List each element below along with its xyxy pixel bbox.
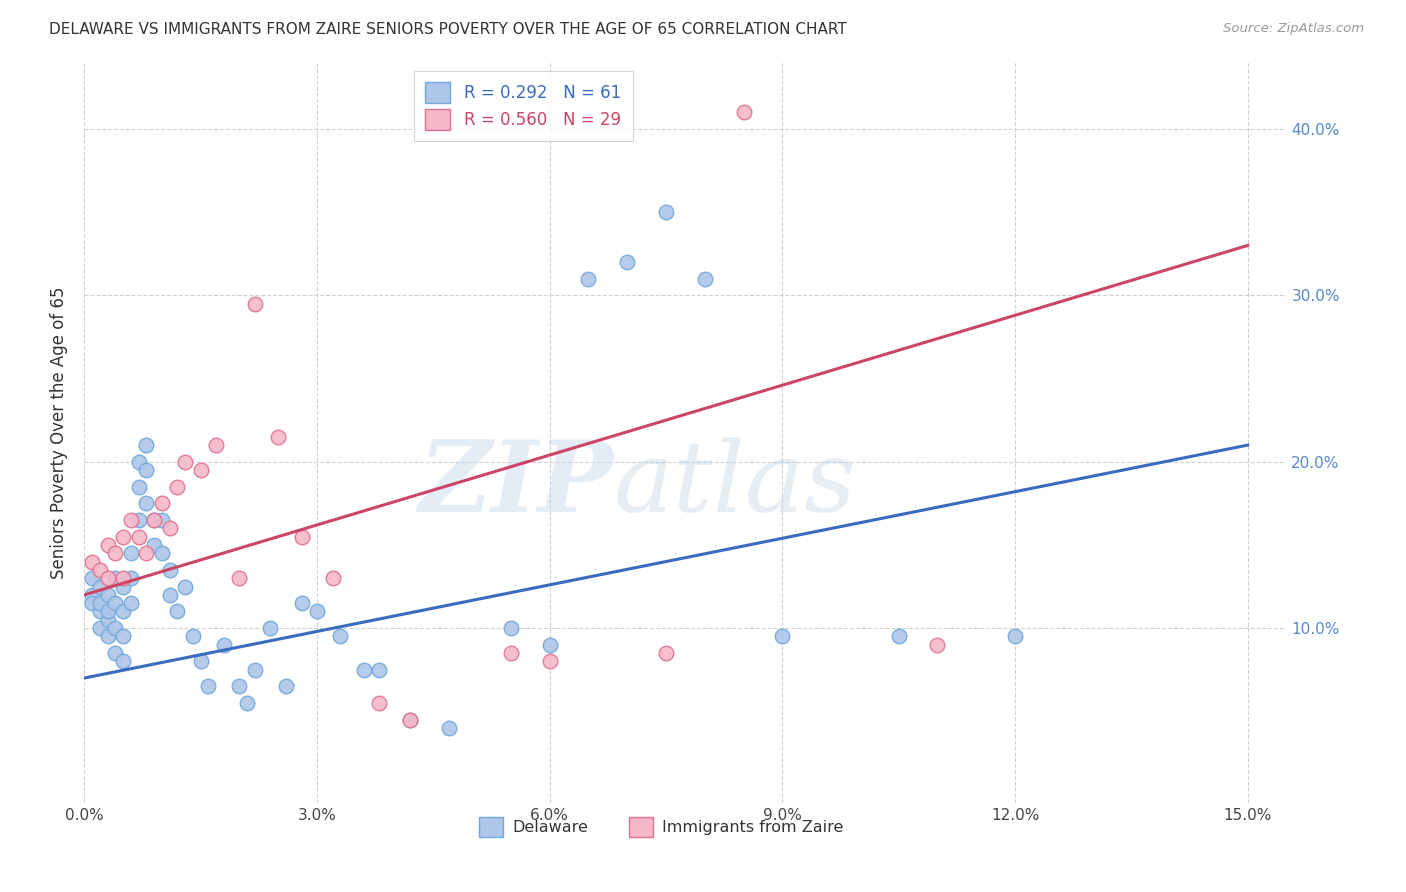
Point <box>190 463 212 477</box>
Point <box>174 580 197 594</box>
Point <box>97 538 120 552</box>
Point <box>205 438 228 452</box>
Point <box>166 605 188 619</box>
Point <box>1004 629 1026 643</box>
Point <box>243 663 266 677</box>
Point <box>128 455 150 469</box>
Point <box>143 538 166 552</box>
Point <box>112 654 135 668</box>
Point <box>174 455 197 469</box>
Point <box>120 513 142 527</box>
Point <box>368 663 391 677</box>
Point <box>128 480 150 494</box>
Text: DELAWARE VS IMMIGRANTS FROM ZAIRE SENIORS POVERTY OVER THE AGE OF 65 CORRELATION: DELAWARE VS IMMIGRANTS FROM ZAIRE SENIOR… <box>49 22 846 37</box>
Point <box>322 571 344 585</box>
Point <box>82 571 104 585</box>
Point <box>120 571 142 585</box>
Point <box>655 646 678 660</box>
Point <box>104 546 127 560</box>
Point <box>887 629 910 643</box>
Point <box>399 713 422 727</box>
Point <box>290 596 312 610</box>
Text: Source: ZipAtlas.com: Source: ZipAtlas.com <box>1223 22 1364 36</box>
Point <box>135 496 157 510</box>
Point <box>97 629 120 643</box>
Point <box>259 621 281 635</box>
Point <box>135 546 157 560</box>
Point <box>104 621 127 635</box>
Point <box>499 621 522 635</box>
Point <box>112 571 135 585</box>
Point <box>135 438 157 452</box>
Point <box>128 513 150 527</box>
Point <box>274 679 297 693</box>
Point <box>82 588 104 602</box>
Point <box>927 638 949 652</box>
Point <box>267 430 290 444</box>
Point <box>150 496 173 510</box>
Point <box>353 663 375 677</box>
Point <box>89 580 111 594</box>
Point <box>97 605 120 619</box>
Point <box>143 513 166 527</box>
Point <box>135 463 157 477</box>
Point <box>89 621 111 635</box>
Point <box>82 555 104 569</box>
Point <box>538 638 561 652</box>
Point <box>89 563 111 577</box>
Point <box>190 654 212 668</box>
Point <box>243 296 266 310</box>
Point <box>290 530 312 544</box>
Point <box>228 571 250 585</box>
Point <box>181 629 204 643</box>
Point <box>104 646 127 660</box>
Point <box>733 105 755 120</box>
Point <box>499 646 522 660</box>
Point <box>104 571 127 585</box>
Point <box>693 271 716 285</box>
Point <box>197 679 219 693</box>
Point <box>159 521 181 535</box>
Point <box>112 530 135 544</box>
Point <box>89 605 111 619</box>
Point <box>82 596 104 610</box>
Point <box>329 629 352 643</box>
Point <box>538 654 561 668</box>
Point <box>368 696 391 710</box>
Text: atlas: atlas <box>613 437 856 533</box>
Y-axis label: Seniors Poverty Over the Age of 65: Seniors Poverty Over the Age of 65 <box>49 286 67 579</box>
Point <box>655 205 678 219</box>
Point <box>166 480 188 494</box>
Point <box>578 271 600 285</box>
Point <box>616 255 638 269</box>
Point <box>399 713 422 727</box>
Point <box>159 588 181 602</box>
Point <box>212 638 235 652</box>
Legend: Delaware, Immigrants from Zaire: Delaware, Immigrants from Zaire <box>472 811 849 843</box>
Point <box>159 563 181 577</box>
Point <box>770 629 793 643</box>
Point <box>143 513 166 527</box>
Point <box>97 571 120 585</box>
Point <box>97 613 120 627</box>
Point <box>228 679 250 693</box>
Point <box>112 629 135 643</box>
Point <box>97 588 120 602</box>
Point <box>305 605 328 619</box>
Point <box>150 513 173 527</box>
Point <box>128 530 150 544</box>
Point <box>112 580 135 594</box>
Point <box>112 605 135 619</box>
Point <box>437 721 460 735</box>
Point <box>104 596 127 610</box>
Point <box>89 596 111 610</box>
Point <box>236 696 259 710</box>
Point <box>120 596 142 610</box>
Text: ZIP: ZIP <box>419 436 613 533</box>
Point <box>150 546 173 560</box>
Point <box>120 546 142 560</box>
